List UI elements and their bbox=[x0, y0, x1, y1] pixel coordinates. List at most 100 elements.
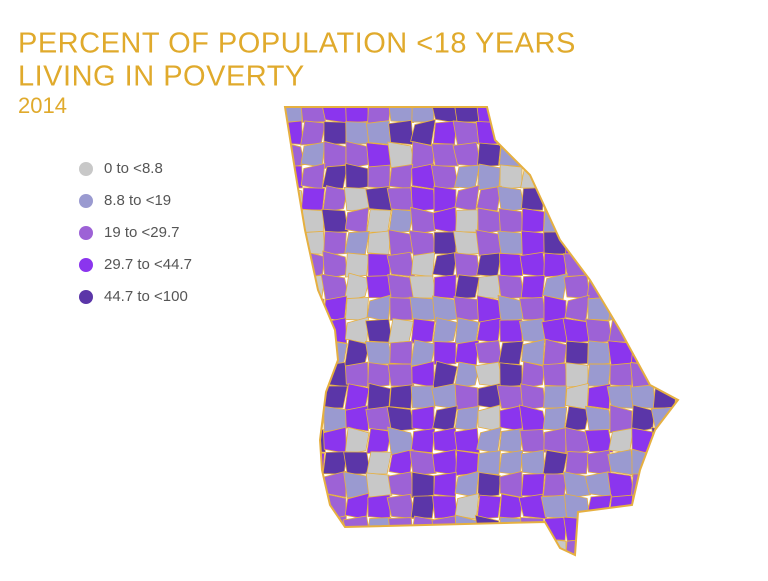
tract bbox=[342, 515, 372, 542]
tract bbox=[410, 385, 436, 409]
tract bbox=[455, 449, 479, 477]
tract bbox=[630, 495, 656, 519]
tract bbox=[454, 184, 480, 212]
tract bbox=[299, 494, 327, 520]
tract bbox=[587, 230, 611, 256]
tract bbox=[542, 186, 568, 212]
tract bbox=[299, 516, 327, 542]
tract bbox=[475, 340, 503, 366]
tract bbox=[454, 405, 480, 432]
tract bbox=[541, 140, 569, 170]
tract bbox=[565, 119, 589, 146]
tract bbox=[565, 362, 589, 388]
tract bbox=[499, 107, 523, 124]
tract bbox=[586, 449, 612, 476]
tract bbox=[433, 471, 457, 498]
tract bbox=[285, 318, 304, 343]
tract bbox=[366, 294, 392, 322]
tract bbox=[476, 537, 502, 555]
tract bbox=[477, 450, 501, 476]
legend-swatch bbox=[79, 290, 93, 304]
tract bbox=[409, 449, 437, 476]
tract bbox=[675, 140, 678, 168]
legend-label: 44.7 to <100 bbox=[104, 288, 188, 305]
tract bbox=[608, 427, 634, 454]
tract bbox=[322, 164, 348, 189]
subtitle: 2014 bbox=[18, 93, 67, 118]
tract bbox=[301, 296, 325, 322]
tract bbox=[474, 361, 504, 388]
tract bbox=[674, 296, 678, 322]
title-line: LIVING IN POVERTY bbox=[18, 61, 305, 93]
tract bbox=[389, 297, 413, 321]
legend-label: 19 to <29.7 bbox=[104, 224, 179, 241]
tract bbox=[323, 405, 347, 433]
tract bbox=[497, 274, 525, 300]
tract bbox=[564, 294, 590, 322]
tract bbox=[300, 230, 326, 255]
tract bbox=[519, 429, 547, 453]
tract bbox=[542, 163, 568, 191]
tract bbox=[608, 120, 634, 146]
tract bbox=[389, 340, 413, 365]
tract bbox=[285, 107, 303, 123]
tract bbox=[585, 514, 613, 544]
tract bbox=[520, 361, 546, 389]
tract bbox=[673, 539, 678, 555]
tract bbox=[285, 471, 305, 498]
tract bbox=[388, 163, 414, 190]
tract bbox=[285, 361, 303, 389]
tract bbox=[387, 471, 415, 498]
tract bbox=[476, 252, 502, 278]
tract bbox=[498, 493, 524, 521]
tract bbox=[300, 317, 326, 344]
tract bbox=[651, 471, 678, 499]
state-outline bbox=[283, 106, 680, 557]
tract bbox=[321, 208, 349, 234]
tract bbox=[542, 473, 568, 497]
tract bbox=[408, 230, 438, 256]
tract bbox=[520, 140, 546, 170]
tract bbox=[651, 206, 678, 236]
legend-swatch bbox=[79, 162, 93, 176]
tract bbox=[386, 251, 416, 278]
tract bbox=[586, 494, 612, 519]
tract bbox=[452, 142, 482, 168]
tract bbox=[607, 340, 635, 366]
tract bbox=[344, 272, 370, 302]
tract bbox=[608, 515, 634, 543]
tract bbox=[285, 449, 304, 477]
tract bbox=[630, 339, 656, 366]
tract bbox=[431, 143, 459, 167]
tract bbox=[410, 428, 436, 454]
tract bbox=[518, 404, 548, 434]
tract bbox=[563, 253, 591, 277]
tract bbox=[521, 207, 545, 235]
tract bbox=[323, 230, 347, 256]
tract bbox=[410, 536, 436, 555]
tract bbox=[410, 206, 436, 236]
tract bbox=[367, 164, 391, 189]
tract bbox=[300, 141, 326, 168]
tract bbox=[674, 472, 678, 497]
tract bbox=[652, 539, 678, 555]
tract bbox=[651, 252, 678, 278]
tract bbox=[300, 341, 326, 365]
tract bbox=[366, 428, 392, 454]
legend-swatch bbox=[79, 226, 93, 240]
tract bbox=[629, 141, 657, 168]
tract bbox=[631, 206, 655, 234]
tract bbox=[432, 449, 458, 476]
tract bbox=[653, 107, 677, 125]
tract bbox=[584, 208, 614, 233]
legend-swatch bbox=[79, 258, 93, 272]
tract bbox=[365, 120, 393, 146]
tract bbox=[454, 317, 480, 345]
tract bbox=[587, 340, 611, 366]
tract bbox=[542, 338, 568, 368]
tract bbox=[322, 339, 348, 367]
tract bbox=[344, 206, 370, 234]
tract bbox=[476, 295, 502, 323]
tract bbox=[474, 514, 504, 544]
tract bbox=[653, 231, 677, 255]
